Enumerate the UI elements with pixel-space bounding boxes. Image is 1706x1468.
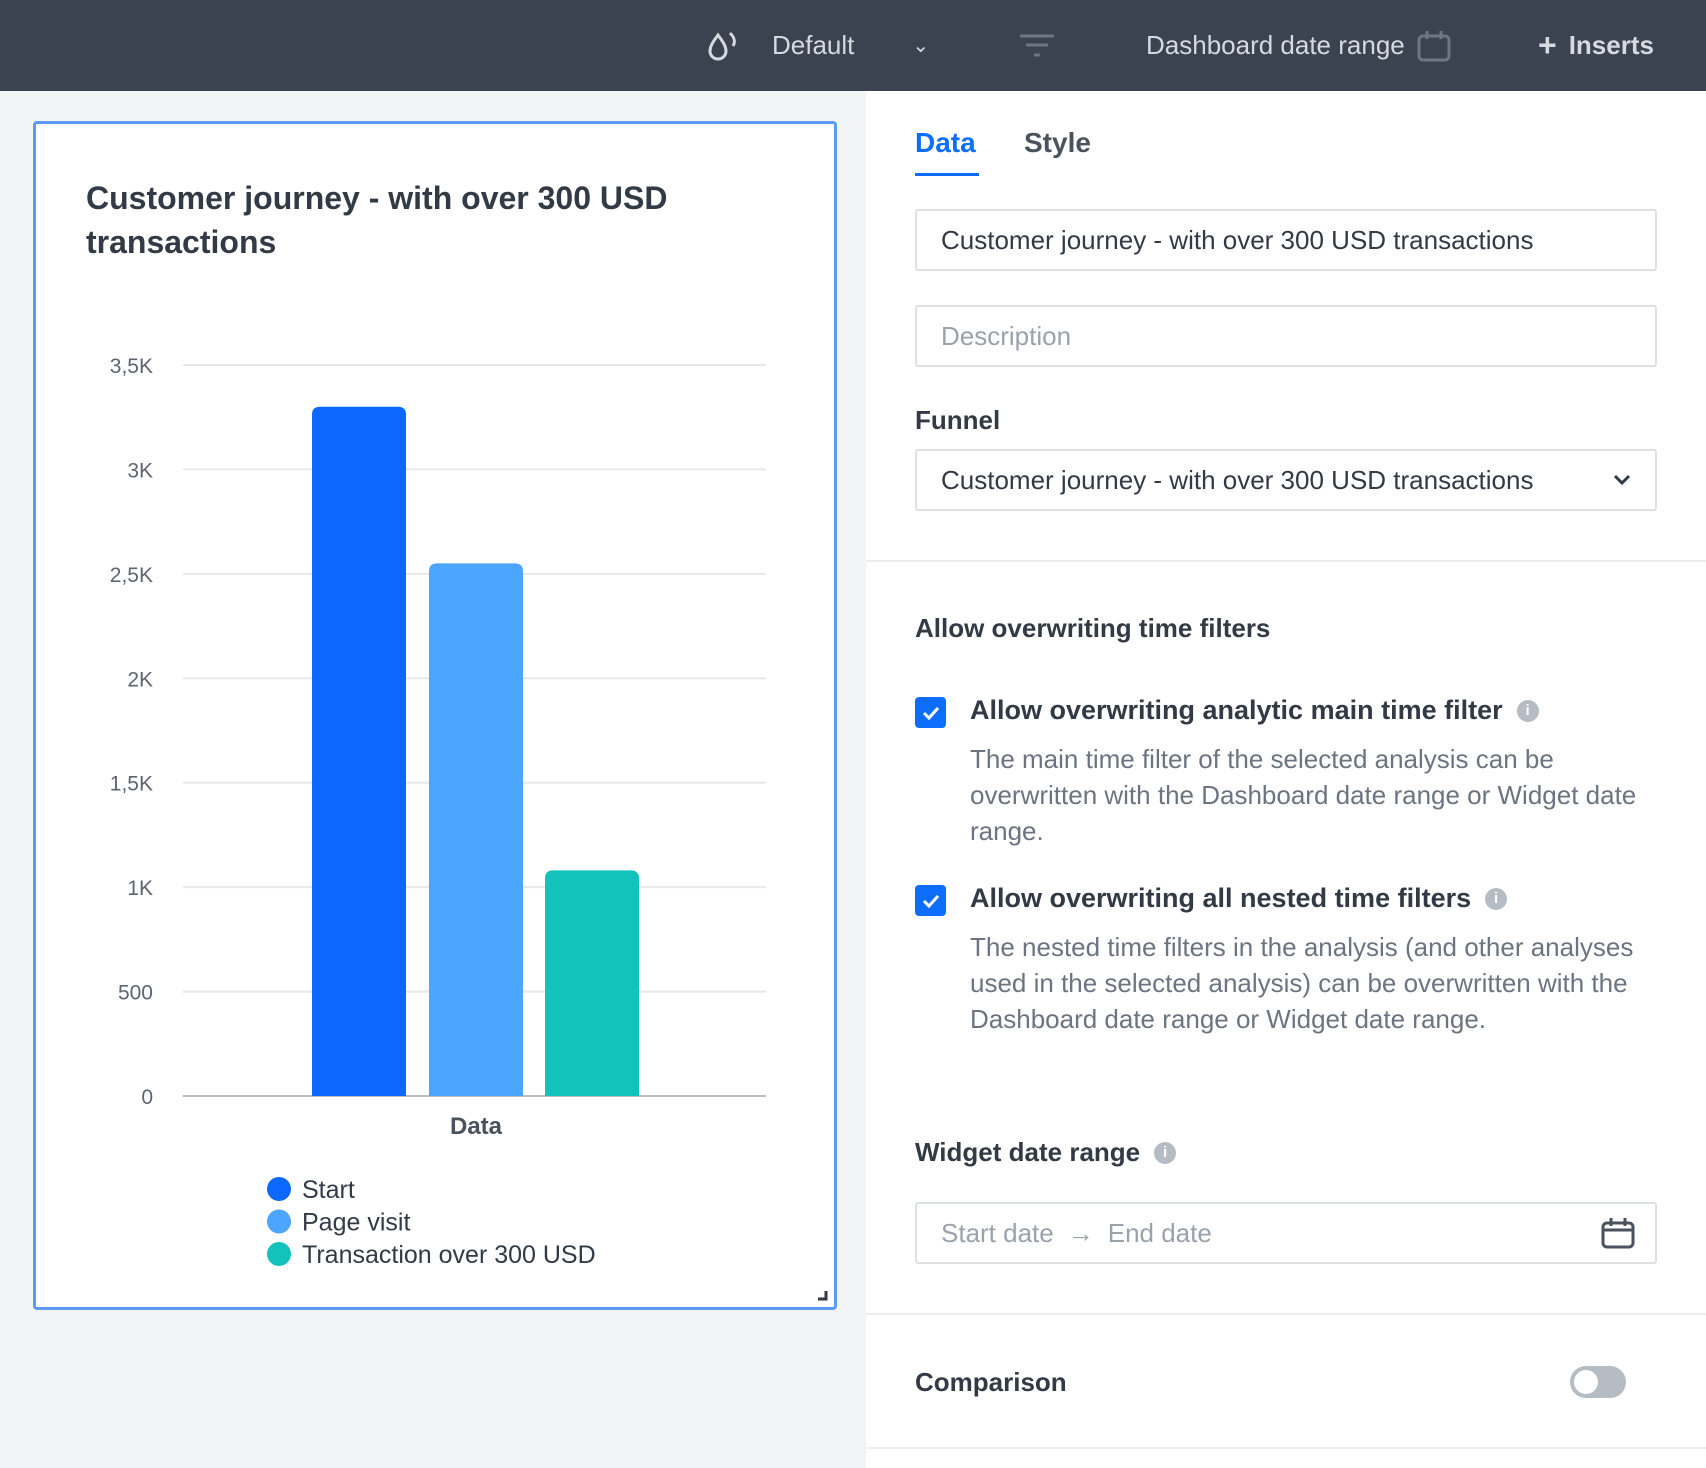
widget-date-range-row: Widget date range i bbox=[915, 1137, 1177, 1168]
bar-transaction-over-300-usd[interactable] bbox=[545, 870, 639, 1096]
y-tick-label: 0 bbox=[141, 1086, 153, 1109]
widget-date-range-label: Widget date range bbox=[915, 1137, 1141, 1167]
check-icon bbox=[922, 894, 939, 908]
date-range-label: Dashboard date range bbox=[1146, 30, 1405, 60]
info-icon[interactable]: i bbox=[1154, 1141, 1177, 1164]
option2-label-row: Allow overwriting all nested time filter… bbox=[970, 883, 1508, 914]
plus-icon: + bbox=[1538, 27, 1557, 63]
option1-description: The main time filter of the selected ana… bbox=[970, 744, 1637, 846]
y-tick-label: 500 bbox=[118, 982, 153, 1005]
filter-button[interactable] bbox=[1018, 0, 1056, 91]
resize-handle-icon[interactable] bbox=[816, 1289, 828, 1301]
option1-label-row: Allow overwriting analytic main time fil… bbox=[970, 695, 1539, 726]
arrow-right-icon: → bbox=[1067, 1217, 1094, 1248]
description-input[interactable]: Description bbox=[915, 305, 1657, 367]
bar-page-visit[interactable] bbox=[429, 563, 523, 1096]
y-tick-label: 2K bbox=[127, 668, 153, 691]
chart-widget[interactable]: Customer journey - with over 300 USD tra… bbox=[33, 121, 837, 1310]
bar-start[interactable] bbox=[312, 406, 406, 1096]
y-tick-label: 3K bbox=[127, 459, 153, 482]
calendar-icon bbox=[1417, 30, 1451, 61]
funnel-value: Customer journey - with over 300 USD tra… bbox=[941, 464, 1534, 495]
top-toolbar: Default ⌄ Dashboard date range + Inserts bbox=[0, 0, 1706, 91]
info-icon[interactable]: i bbox=[1485, 887, 1508, 910]
toggle-knob bbox=[1574, 1370, 1598, 1394]
divider bbox=[866, 560, 1706, 562]
end-date-placeholder: End date bbox=[1107, 1217, 1212, 1248]
settings-panel: Data Style Customer journey - with over … bbox=[866, 91, 1706, 1468]
option1-label: Allow overwriting analytic main time fil… bbox=[970, 695, 1503, 725]
divider bbox=[866, 1313, 1706, 1315]
legend-label[interactable]: Page visit bbox=[302, 1209, 410, 1237]
legend-marker bbox=[267, 1242, 291, 1266]
title-input[interactable]: Customer journey - with over 300 USD tra… bbox=[915, 209, 1657, 271]
legend-label[interactable]: Transaction over 300 USD bbox=[302, 1241, 596, 1269]
y-tick-label: 1,5K bbox=[110, 773, 153, 796]
chevron-down-icon bbox=[1613, 474, 1631, 486]
active-tab-indicator bbox=[915, 173, 979, 176]
legend-label[interactable]: Start bbox=[302, 1176, 355, 1204]
option2-label: Allow overwriting all nested time filter… bbox=[970, 883, 1472, 913]
y-tick-label: 1K bbox=[127, 877, 153, 900]
widget-title: Customer journey - with over 300 USD tra… bbox=[86, 180, 668, 260]
dashboard-date-range-button[interactable]: Dashboard date range bbox=[1146, 0, 1451, 91]
view-selector[interactable]: Default ⌄ bbox=[706, 0, 929, 91]
chevron-down-icon: ⌄ bbox=[912, 35, 930, 57]
start-date-placeholder: Start date bbox=[941, 1217, 1054, 1248]
view-label: Default bbox=[772, 30, 855, 60]
legend-marker bbox=[267, 1209, 291, 1234]
bar-chart: 0 500 1K 1,5K 2K 2,5K 3K 3,5K Start Page visit Tra… bbox=[110, 355, 766, 1269]
option2-description: The nested time filters in the analysis … bbox=[970, 932, 1634, 1034]
y-tick-label: 2,5K bbox=[110, 564, 153, 587]
funnel-label: Funnel bbox=[915, 405, 1001, 435]
check-icon bbox=[922, 706, 939, 720]
option1-checkbox[interactable] bbox=[915, 697, 946, 728]
calendar-icon[interactable] bbox=[1601, 1217, 1635, 1249]
filter-icon bbox=[1020, 34, 1054, 56]
inserts-button[interactable]: + Inserts bbox=[1538, 0, 1654, 91]
option2-checkbox[interactable] bbox=[915, 885, 946, 916]
comparison-label: Comparison bbox=[915, 1367, 1067, 1397]
drops-icon bbox=[708, 31, 736, 60]
y-tick-label: 3,5K bbox=[110, 355, 153, 378]
widget-date-range-input[interactable]: Start date → End date bbox=[915, 1202, 1657, 1264]
tab-style[interactable]: Style bbox=[1024, 127, 1091, 158]
info-icon[interactable]: i bbox=[1516, 699, 1539, 722]
x-category-label: Data bbox=[450, 1113, 503, 1140]
divider bbox=[866, 1447, 1706, 1449]
funnel-select[interactable]: Customer journey - with over 300 USD tra… bbox=[915, 449, 1657, 511]
inserts-label: Inserts bbox=[1568, 30, 1654, 60]
comparison-toggle[interactable] bbox=[1570, 1366, 1626, 1398]
time-filters-heading: Allow overwriting time filters bbox=[915, 613, 1271, 643]
legend-marker bbox=[267, 1177, 291, 1201]
tab-data[interactable]: Data bbox=[915, 127, 976, 158]
